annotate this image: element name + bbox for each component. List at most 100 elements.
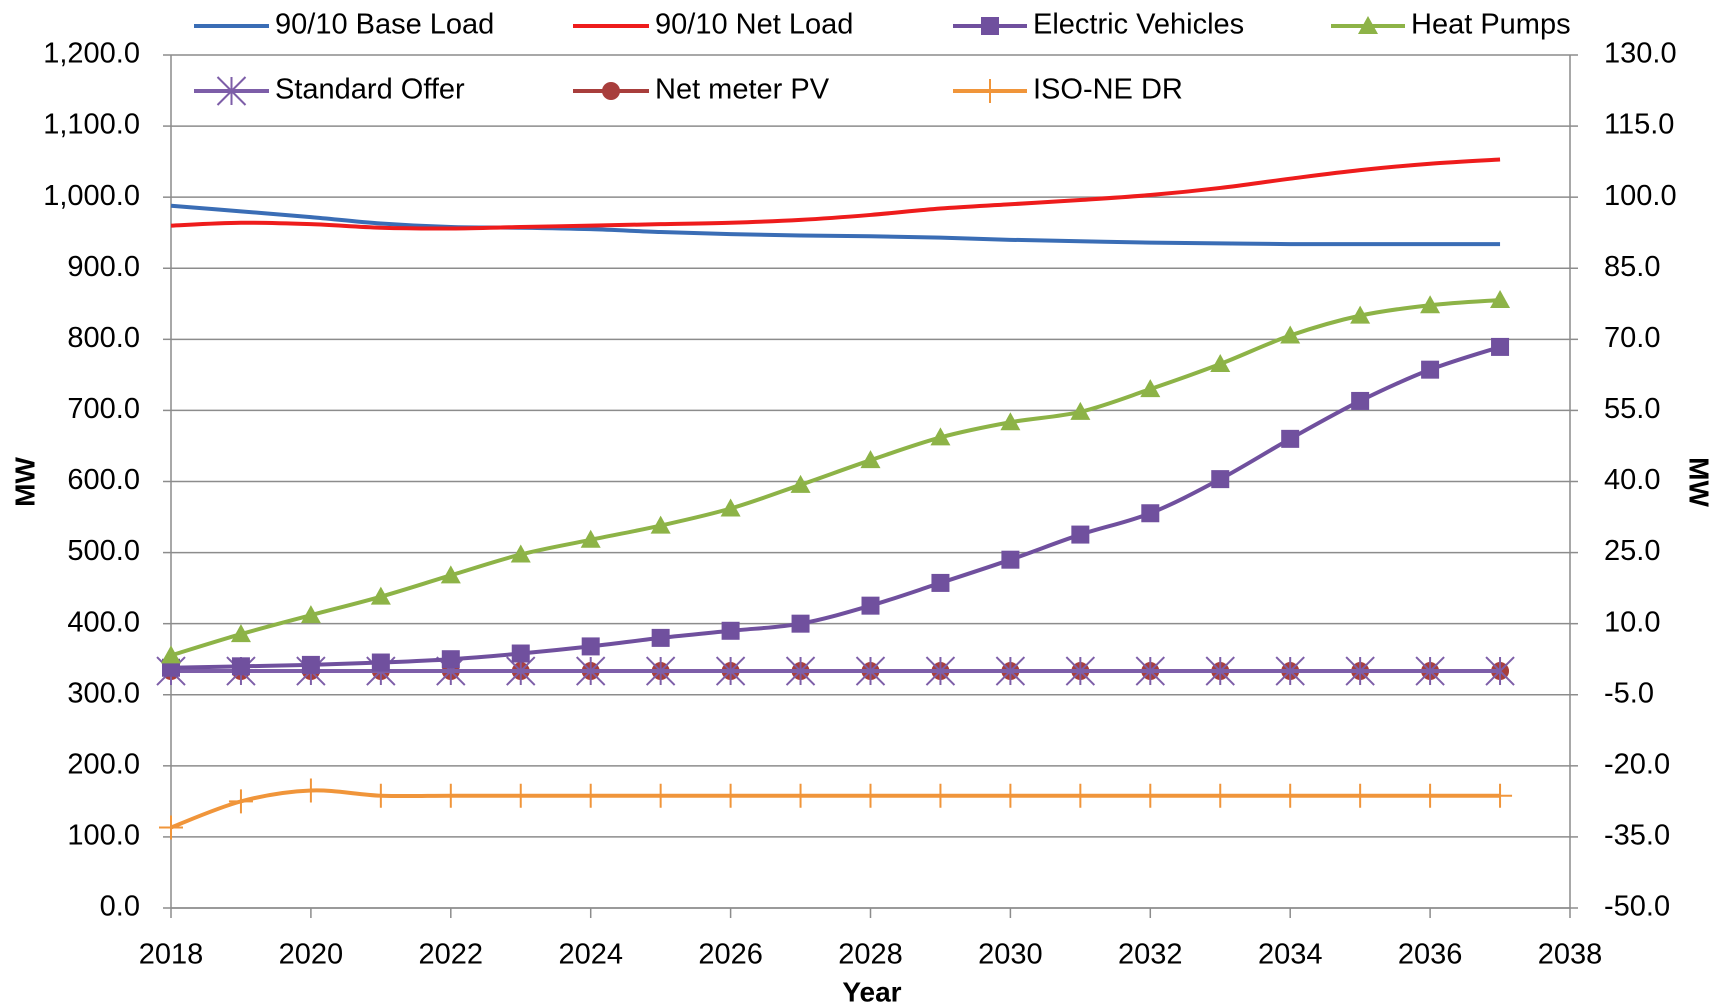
legend-label: 90/10 Base Load	[275, 9, 494, 41]
point-marker	[788, 783, 813, 808]
y-tick-label: 600.0	[67, 464, 140, 496]
y-tick-label: 800.0	[67, 322, 140, 354]
legend-marker	[978, 79, 1002, 103]
y-tick-label: 400.0	[67, 606, 140, 638]
point-marker	[1071, 525, 1090, 544]
legend-label: 90/10 Net Load	[655, 9, 853, 41]
point-marker	[1140, 379, 1161, 398]
point-marker	[228, 789, 253, 814]
x-tick-label: 2022	[419, 939, 484, 971]
point-marker	[298, 778, 323, 803]
point-marker	[650, 515, 671, 534]
point-marker	[998, 783, 1023, 808]
point-marker	[159, 815, 183, 840]
point-marker	[510, 544, 531, 563]
point-marker	[1135, 656, 1166, 686]
point-marker	[1210, 353, 1231, 372]
point-marker	[231, 657, 250, 676]
point-marker	[371, 653, 390, 672]
y-tick-label: 300.0	[67, 677, 140, 709]
point-marker	[1000, 412, 1021, 431]
point-marker	[861, 596, 880, 615]
point-marker	[855, 656, 886, 686]
point-marker	[1351, 391, 1370, 410]
point-marker	[720, 498, 741, 517]
point-marker	[1065, 656, 1096, 686]
legend-marker	[981, 17, 999, 35]
y2-tick-label: 70.0	[1604, 322, 1660, 354]
x-tick-label: 2032	[1118, 939, 1183, 971]
point-marker	[1490, 290, 1511, 309]
point-marker	[370, 586, 391, 605]
y-tick-label: 100.0	[67, 820, 140, 852]
point-marker	[648, 783, 673, 808]
point-marker	[1070, 401, 1091, 420]
point-marker	[721, 621, 740, 640]
point-marker	[508, 783, 533, 808]
y-tick-label: 1,200.0	[43, 38, 140, 70]
legend-label: ISO-NE DR	[1033, 74, 1183, 106]
y-tick-label: 900.0	[67, 251, 140, 283]
point-marker	[1418, 783, 1443, 808]
point-marker	[438, 783, 463, 808]
point-marker	[230, 624, 251, 643]
point-marker	[715, 656, 746, 686]
y2-tick-label: -5.0	[1604, 677, 1654, 709]
series-line	[170, 345, 1501, 670]
x-tick-label: 2026	[698, 939, 763, 971]
y2-tick-label: 40.0	[1604, 464, 1660, 496]
legend-label: Standard Offer	[275, 74, 465, 106]
y2-tick-label: 130.0	[1604, 38, 1677, 70]
point-marker	[1068, 783, 1093, 808]
point-marker	[1491, 337, 1510, 356]
point-marker	[930, 427, 951, 446]
y-tick-label: 500.0	[67, 535, 140, 567]
point-marker	[790, 474, 811, 493]
point-marker	[785, 656, 816, 686]
x-tick-label: 2028	[838, 939, 903, 971]
legend-marker	[602, 82, 620, 100]
y2-tick-label: 115.0	[1604, 109, 1674, 141]
y-tick-label: 200.0	[67, 748, 140, 780]
point-marker	[858, 783, 883, 808]
x-tick-label: 2030	[978, 939, 1043, 971]
series-line	[170, 203, 1501, 247]
y2-tick-label: -20.0	[1604, 748, 1670, 780]
point-marker	[1488, 783, 1513, 808]
y2-tick-label: 55.0	[1604, 393, 1660, 425]
point-marker	[995, 656, 1026, 686]
point-marker	[1485, 656, 1515, 686]
y-tick-label: 0.0	[100, 891, 140, 923]
point-marker	[368, 783, 393, 808]
x-tick-label: 2024	[558, 939, 623, 971]
point-marker	[1421, 360, 1440, 379]
point-marker	[1415, 656, 1445, 686]
y-tick-label: 700.0	[67, 393, 140, 425]
y-tick-label: 1,000.0	[43, 180, 140, 212]
y2-tick-label: 85.0	[1604, 251, 1660, 283]
x-tick-label: 2034	[1258, 939, 1323, 971]
point-marker	[581, 637, 600, 656]
point-marker	[1205, 656, 1235, 686]
x-tick-label: 2038	[1538, 939, 1603, 971]
point-marker	[645, 656, 676, 686]
y2-tick-label: 100.0	[1604, 180, 1677, 212]
series-line	[170, 298, 1501, 658]
y2-tick-label: 10.0	[1604, 606, 1660, 638]
point-marker	[1345, 656, 1375, 686]
point-marker	[1420, 295, 1441, 314]
point-marker	[928, 783, 953, 808]
legend-label: Electric Vehicles	[1033, 9, 1244, 41]
point-marker	[301, 655, 320, 674]
x-tick-label: 2018	[139, 939, 204, 971]
y2-tick-label: -35.0	[1604, 820, 1670, 852]
point-marker	[1211, 470, 1230, 489]
point-marker	[1138, 783, 1163, 808]
x-axis-title: Year	[842, 976, 901, 1007]
point-marker	[441, 650, 460, 669]
point-marker	[1001, 550, 1020, 569]
y2-axis-title: MW	[1684, 457, 1713, 507]
point-marker	[791, 614, 810, 633]
point-marker	[300, 605, 321, 624]
